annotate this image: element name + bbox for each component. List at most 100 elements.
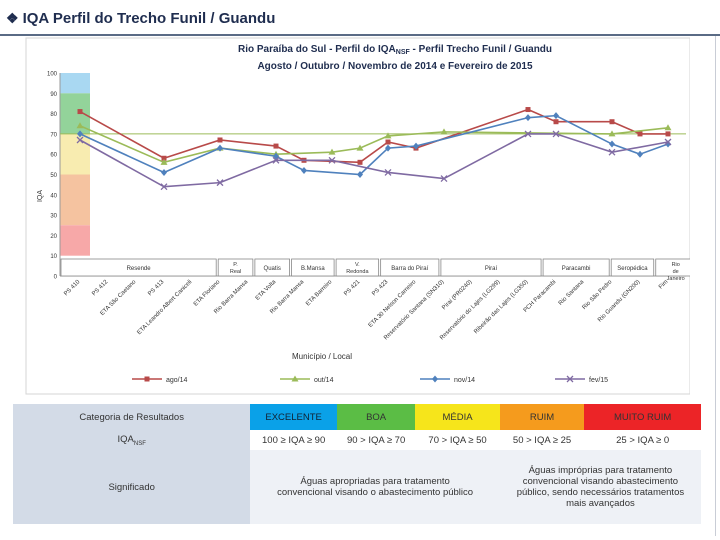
data-point — [160, 158, 168, 165]
data-point — [357, 171, 363, 178]
data-point — [440, 175, 448, 183]
range-excellent: 100 ≥ IQA ≥ 90 — [262, 434, 326, 446]
region-label: Janeiro — [667, 276, 685, 282]
data-point — [76, 122, 84, 129]
data-point — [77, 130, 83, 138]
range-bad: 50 > IQA ≥ 25 — [512, 434, 572, 446]
y-tick-label: 70 — [50, 132, 57, 138]
region-box — [440, 258, 542, 277]
data-point — [566, 375, 574, 383]
data-point — [440, 128, 448, 135]
y-tick-label: 90 — [50, 92, 57, 98]
category-good: BOA — [336, 404, 416, 430]
series-nov-14 — [77, 112, 671, 178]
region-label: Resende — [127, 266, 152, 272]
category-table: Categoria de Resultados EXCELENTE BOA MÉ… — [13, 404, 701, 524]
region-label: de — [673, 269, 679, 275]
data-point — [552, 130, 560, 138]
data-point — [385, 144, 391, 152]
y-tick-label: 40 — [50, 193, 57, 199]
legend-label: fev/15 — [589, 377, 608, 384]
meaning-good: Águas apropriadas para tratamento conven… — [250, 450, 500, 524]
slide-title-text: IQA Perfil do Trecho Funil / Guandu — [22, 10, 276, 27]
category-bad: RUIM — [499, 404, 585, 430]
data-point — [356, 144, 364, 151]
y-axis-label: IQA — [37, 190, 44, 202]
data-point — [432, 375, 438, 383]
data-point — [637, 131, 643, 137]
range-medium: 70 > IQA ≥ 50 — [428, 434, 487, 446]
data-point — [524, 130, 532, 138]
data-point — [665, 131, 671, 137]
series-ago-14 — [77, 107, 671, 165]
region-label: P. — [233, 262, 238, 268]
y-tick-label: 10 — [50, 254, 57, 260]
legend-label: out/14 — [314, 377, 334, 384]
series-fev-15 — [76, 130, 672, 191]
region-label: V. — [355, 262, 360, 268]
data-point — [77, 109, 83, 115]
region-box — [542, 258, 610, 277]
x-axis-label: Município / Local — [292, 352, 352, 361]
data-point — [328, 148, 336, 155]
data-point — [385, 139, 391, 145]
legend-label: ago/14 — [166, 377, 188, 384]
data-point — [384, 169, 392, 176]
series-line — [79, 125, 669, 164]
data-point — [301, 166, 307, 174]
data-point — [608, 148, 616, 156]
y-tick-label: 60 — [50, 153, 57, 159]
data-point — [553, 112, 559, 120]
legend-item: nov/14 — [420, 375, 475, 384]
legend-label: nov/14 — [454, 377, 475, 384]
range-very-bad: 25 > IQA ≥ 0 — [616, 434, 670, 446]
region-label: B.Mansa — [301, 266, 325, 272]
data-point — [291, 375, 299, 382]
region-label: Piraí — [485, 266, 498, 272]
data-point — [525, 114, 531, 122]
region-box — [380, 258, 440, 277]
data-point — [664, 138, 672, 146]
slide-title: ❖ IQA Perfil do Trecho Funil / Guandu — [6, 10, 275, 27]
category-header-label: Categoria de Resultados — [13, 404, 251, 430]
region-box — [60, 258, 217, 277]
region-label: Seropédica — [617, 266, 648, 272]
data-point — [273, 152, 279, 160]
chart-title-line1: Rio Paraíba do Sul - Perfil do IQANSF - … — [238, 44, 552, 56]
data-point — [384, 132, 392, 139]
data-point — [664, 124, 672, 131]
region-label: Rio — [672, 262, 680, 268]
range-good: 90 > IQA ≥ 70 — [346, 434, 406, 446]
region-box — [610, 258, 655, 277]
x-tick-label: Fim — [658, 279, 669, 290]
quality-band-3 — [60, 174, 90, 226]
quality-band-4 — [60, 225, 90, 256]
quality-band-0 — [60, 73, 90, 94]
region-label: Quatis — [264, 266, 281, 272]
data-point — [328, 156, 336, 164]
data-point — [76, 136, 84, 144]
data-point — [525, 107, 531, 113]
data-point — [609, 119, 615, 125]
data-point — [216, 179, 224, 187]
y-tick-label: 20 — [50, 234, 57, 240]
data-point — [160, 183, 168, 191]
legend-item: fev/15 — [555, 375, 608, 384]
region-label: Barra do Piraí — [391, 266, 428, 272]
data-point — [553, 119, 559, 125]
quality-band-2 — [60, 133, 90, 175]
header-divider — [0, 34, 720, 36]
data-point — [608, 130, 616, 137]
chart-title-line2: Agosto / Outubro / Novembro de 2014 e Fe… — [257, 61, 533, 72]
region-box — [254, 258, 290, 277]
region-box — [335, 258, 380, 277]
data-point — [144, 376, 150, 382]
legend-item: ago/14 — [132, 376, 188, 384]
meaning-row-label: Significado — [13, 450, 251, 524]
category-excellent: EXCELENTE — [250, 404, 337, 430]
region-box — [217, 258, 254, 277]
y-tick-label: 0 — [54, 275, 58, 281]
region-label: Real — [230, 269, 241, 275]
data-point — [161, 168, 167, 176]
legend-item: out/14 — [280, 375, 334, 384]
